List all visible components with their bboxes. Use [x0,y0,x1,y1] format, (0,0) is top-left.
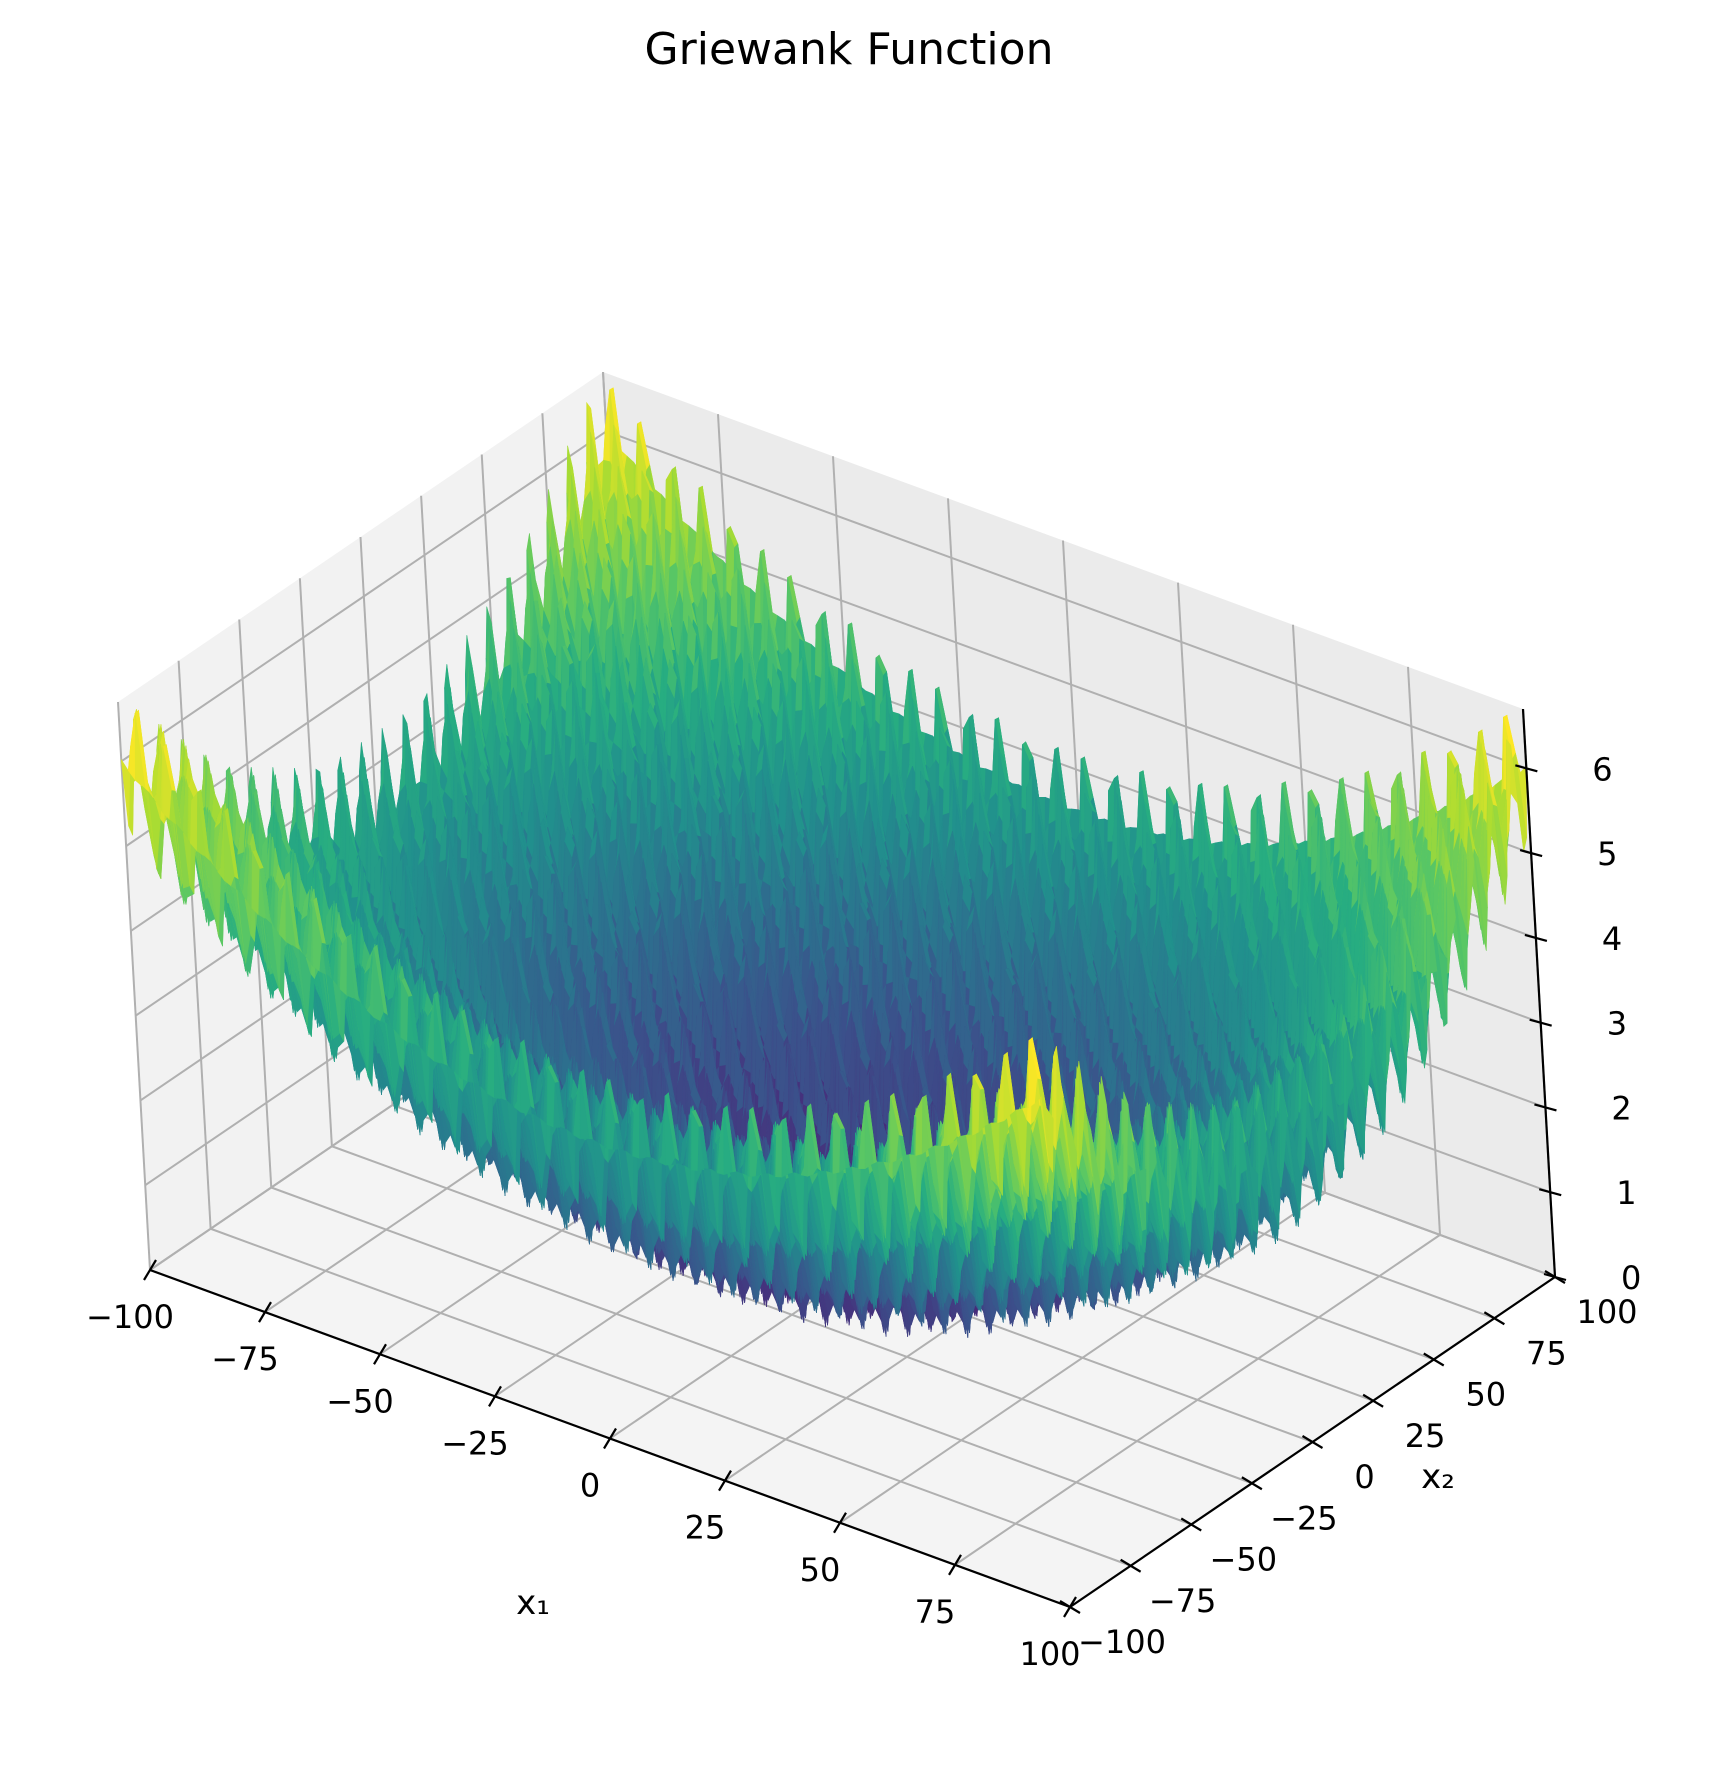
chart-title: Griewank Function [645,24,1054,75]
gridline-y [270,1186,1192,1526]
surface-cell [665,468,673,535]
gridline-y [117,701,151,1271]
gridline-z [605,430,1527,770]
gridline-y [331,1145,1253,1485]
gridline-y [210,1227,1131,1567]
surface-plot [120,387,1528,1338]
gridline-z [120,430,607,763]
